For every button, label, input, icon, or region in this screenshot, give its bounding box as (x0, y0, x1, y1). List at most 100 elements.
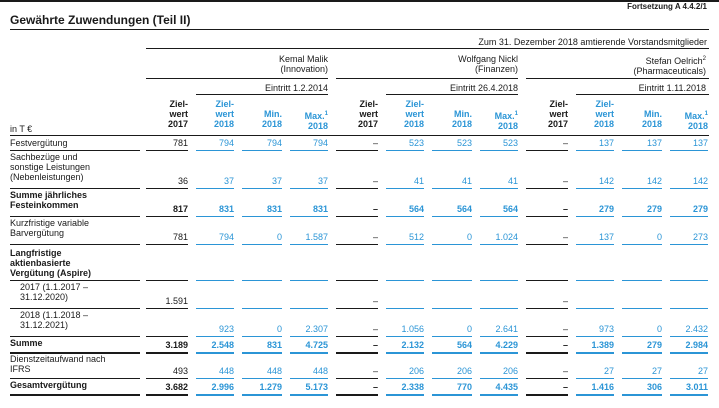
cell-rule (242, 336, 282, 337)
table-cell: 137 (598, 232, 614, 242)
table-cell: 206 (408, 366, 424, 376)
row-rule (10, 336, 140, 337)
table-cell: 273 (692, 232, 708, 242)
table-cell: 831 (218, 204, 234, 214)
top-rule (0, 0, 719, 2)
table-cell: 137 (598, 138, 614, 148)
table-cell: 36 (177, 176, 188, 186)
cell-rule (622, 352, 662, 354)
table-cell: 0 (656, 232, 662, 242)
cell-rule (336, 378, 378, 379)
cell-rule (622, 308, 662, 309)
table-cell: 1.416 (591, 382, 614, 392)
table-cell: 493 (172, 366, 188, 376)
reference-heading: Zum 31. Dezember 2018 amtierende Vorstan… (478, 37, 707, 47)
cell-rule (576, 308, 614, 309)
table-cell: 512 (408, 232, 424, 242)
table-cell: 2.132 (401, 340, 424, 350)
table-cell: 279 (598, 204, 614, 214)
table-cell: 794 (312, 138, 328, 148)
table-cell: 4.435 (495, 382, 518, 392)
cell-rule (526, 308, 568, 309)
table-cell: 2.996 (211, 382, 234, 392)
table-cell: – (562, 176, 568, 186)
reference-rule (146, 48, 709, 49)
row-label: Kurzfristige variable Barvergütung (10, 218, 90, 238)
table-cell: 0 (276, 232, 282, 242)
cell-rule (146, 188, 188, 189)
table-cell: 279 (646, 340, 662, 350)
cell-rule (480, 216, 518, 217)
cell-rule (480, 150, 518, 151)
table-cell: – (562, 324, 568, 334)
table-cell: – (372, 366, 378, 376)
cell-rule (196, 280, 234, 281)
cell-rule (670, 394, 708, 396)
cell-rule (146, 352, 188, 354)
table-cell: 142 (598, 176, 614, 186)
cell-rule (432, 150, 472, 151)
table-cell: 306 (646, 382, 662, 392)
table-cell: – (372, 296, 378, 306)
cell-rule (242, 150, 282, 151)
table-title: Gewährte Zuwendungen (Teil II) (10, 13, 191, 27)
cell-rule (480, 394, 518, 396)
row-rule (10, 244, 140, 245)
cell-rule (576, 352, 614, 354)
table-cell: 831 (312, 204, 328, 214)
table-cell: 564 (502, 204, 518, 214)
cell-rule (432, 216, 472, 217)
column-header: Min. 2018 (641, 109, 662, 129)
cell-rule (386, 308, 424, 309)
cell-rule (670, 244, 708, 245)
row-rule (10, 394, 140, 396)
cell-rule (146, 280, 188, 281)
row-label: Gesamtvergütung (10, 380, 88, 390)
cell-rule (480, 352, 518, 354)
table-cell: 206 (456, 366, 472, 376)
table-cell: 923 (218, 324, 234, 334)
header-rule (10, 135, 709, 136)
cell-rule (670, 352, 708, 354)
cell-rule (242, 244, 282, 245)
table-cell: 3.011 (685, 382, 708, 392)
cell-rule (336, 394, 378, 396)
cell-rule (290, 150, 328, 151)
cell-rule (480, 336, 518, 337)
cell-rule (526, 378, 568, 379)
eintritt-rule-2 (386, 94, 518, 95)
table-cell: 2.432 (685, 324, 708, 334)
column-header: Ziel-wert 2018 (593, 99, 614, 129)
table-cell: – (372, 340, 378, 350)
cell-rule (196, 150, 234, 151)
member-rule-2 (336, 78, 518, 79)
unit-label: in T € (10, 124, 33, 134)
cell-rule (336, 280, 378, 281)
cell-rule (670, 280, 708, 281)
table-cell: 564 (456, 204, 472, 214)
cell-rule (526, 244, 568, 245)
table-cell: 41 (413, 176, 424, 186)
cell-rule (386, 378, 424, 379)
member-rule-1 (146, 78, 328, 79)
cell-rule (146, 244, 188, 245)
table-cell: – (372, 324, 378, 334)
eintritt-3: Eintritt 1.11.2018 (638, 83, 706, 93)
cell-rule (526, 336, 568, 337)
table-cell: 523 (502, 138, 518, 148)
member-name-2: Wolfgang Nickl (Finanzen) (458, 54, 518, 74)
table-cell: 794 (218, 138, 234, 148)
cell-rule (526, 150, 568, 151)
table-cell: 1.056 (401, 324, 424, 334)
row-label: Festvergütung (10, 138, 68, 148)
table-cell: 137 (692, 138, 708, 148)
table-cell: – (372, 232, 378, 242)
row-rule (10, 188, 140, 189)
table-cell: – (562, 340, 568, 350)
table-cell: 2.984 (685, 340, 708, 350)
table-cell: 831 (266, 340, 282, 350)
cell-rule (670, 188, 708, 189)
table-cell: 0 (656, 324, 662, 334)
cell-rule (622, 150, 662, 151)
eintritt-1: Eintritt 1.2.2014 (264, 83, 328, 93)
